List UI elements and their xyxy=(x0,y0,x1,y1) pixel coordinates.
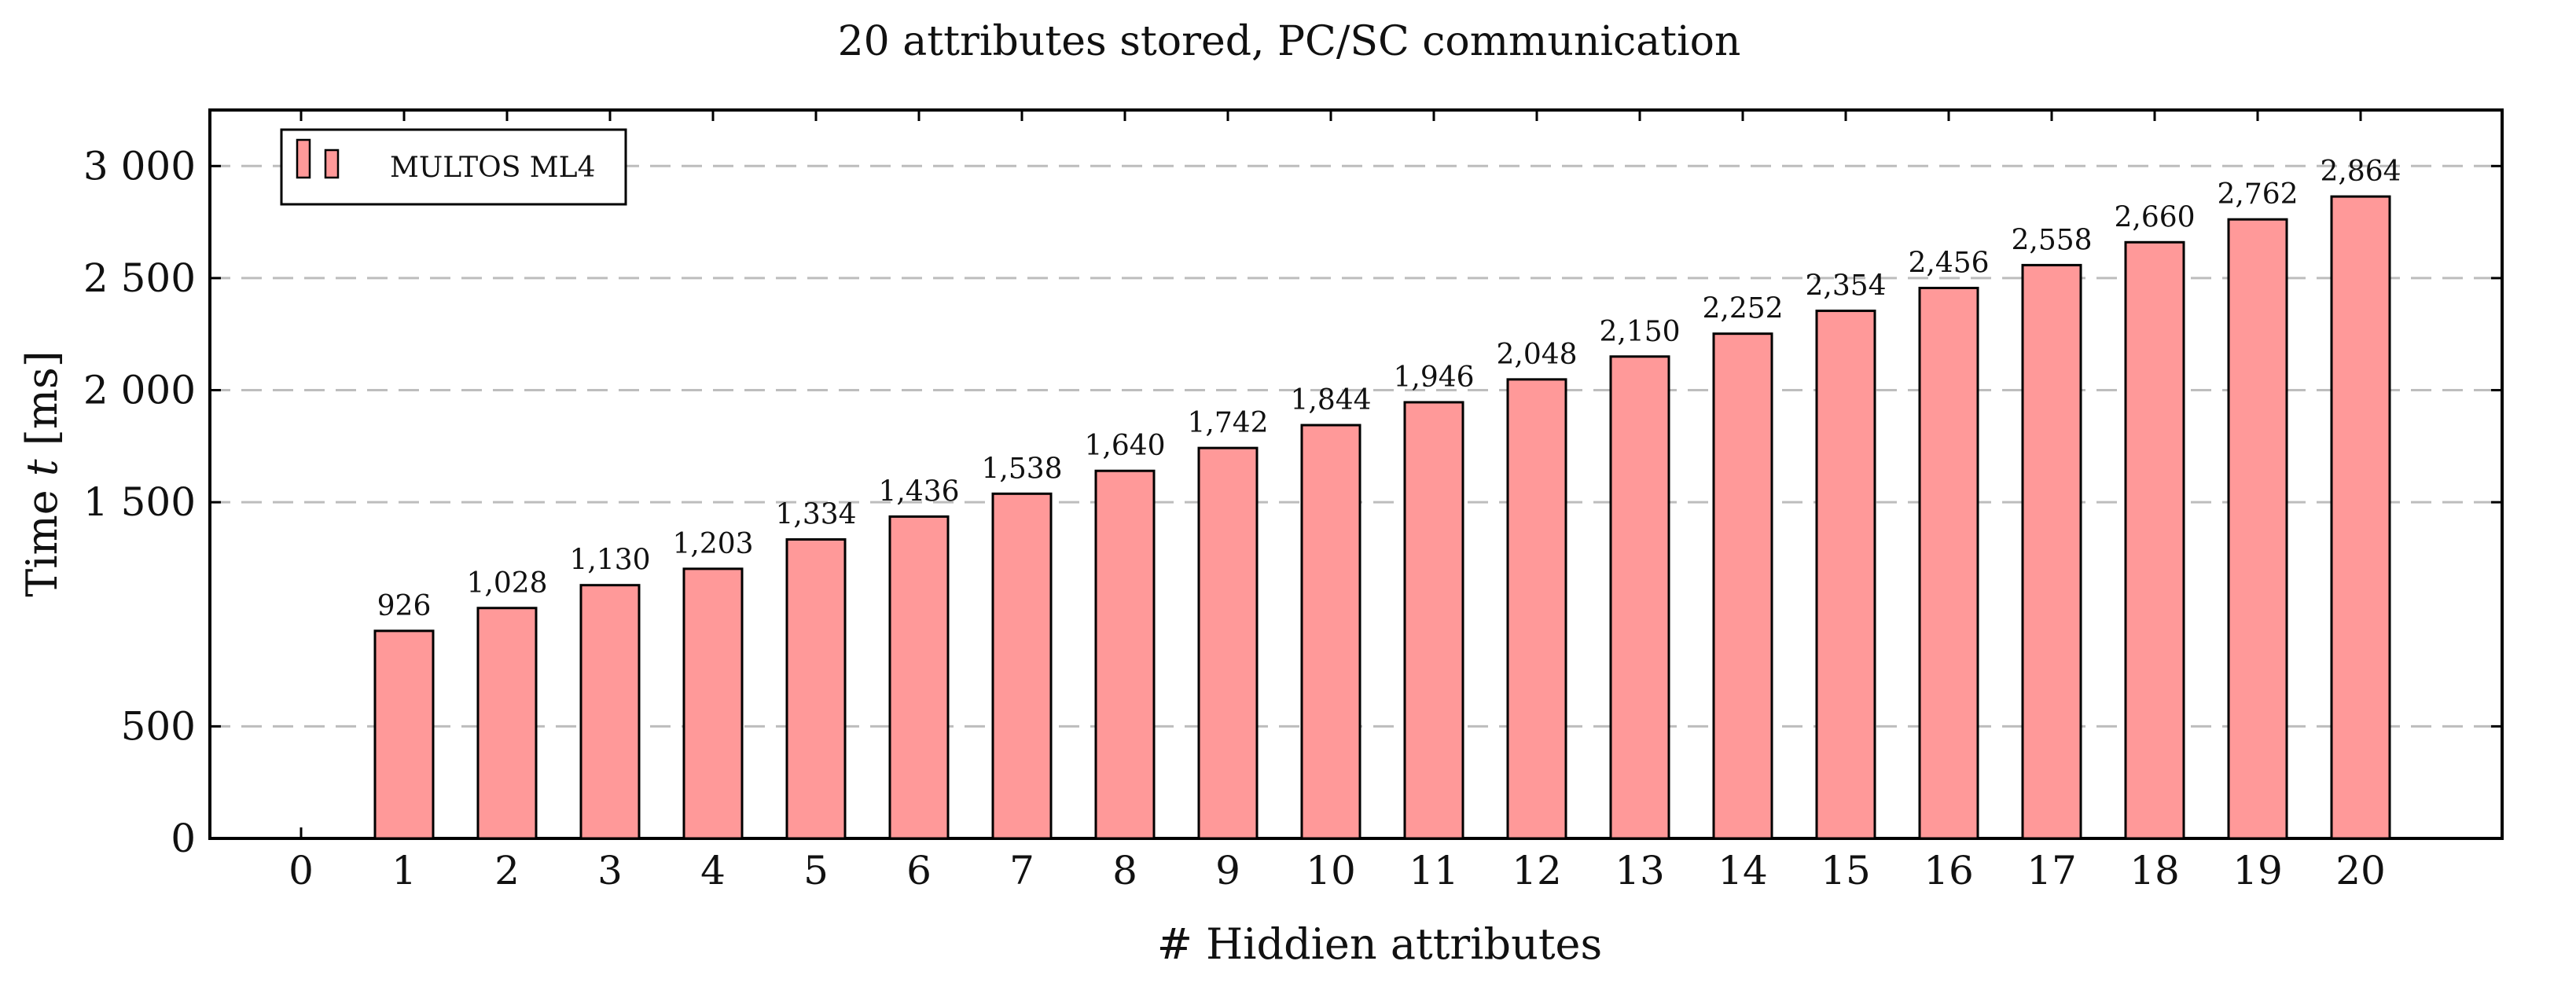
bar-value-label: 1,334 xyxy=(775,499,856,531)
x-tick-label: 12 xyxy=(1512,848,1562,893)
legend-series-name: MULTOS ML4 xyxy=(390,152,595,184)
bar-value-label: 1,640 xyxy=(1084,430,1165,462)
bar-value-label: 2,762 xyxy=(2217,178,2298,211)
bar-value-label: 2,864 xyxy=(2320,156,2401,188)
bar-value-label: 2,558 xyxy=(2011,224,2092,256)
bar-value-label: 1,538 xyxy=(981,453,1062,485)
bar-value-label: 2,048 xyxy=(1496,339,1577,371)
bar-value-label: 926 xyxy=(377,590,432,622)
bar-value-label: 1,844 xyxy=(1290,384,1371,416)
x-tick-label: 6 xyxy=(906,848,932,893)
x-tick-label: 3 xyxy=(597,848,623,893)
bar xyxy=(2021,263,2082,840)
bar-value-label: 1,742 xyxy=(1187,407,1268,439)
x-tick-label: 14 xyxy=(1718,848,1768,893)
bar-value-label: 1,436 xyxy=(878,475,959,508)
y-tick-label: 0 xyxy=(171,816,196,861)
bar xyxy=(785,538,847,840)
bar xyxy=(682,567,744,840)
x-axis-label: # Hiddien attributes xyxy=(1157,919,1602,969)
bar xyxy=(1609,355,1670,840)
bar-value-label: 1,946 xyxy=(1393,361,1474,394)
x-tick-label: 17 xyxy=(2027,848,2077,893)
bar xyxy=(1712,332,1773,840)
bar xyxy=(2330,195,2391,840)
y-axis-ticks: 0 500 1 500 2 000 2 500 3 000 xyxy=(83,143,2502,861)
y-tick-label: 1 500 xyxy=(83,479,196,525)
bar-value-label: 2,150 xyxy=(1599,316,1680,348)
bar xyxy=(991,492,1053,840)
bar xyxy=(476,607,538,840)
y-tick-label: 2 500 xyxy=(83,255,196,301)
x-tick-label: 7 xyxy=(1009,848,1034,893)
bar xyxy=(1506,378,1567,840)
x-tick-label: 13 xyxy=(1615,848,1665,893)
x-tick-label: 10 xyxy=(1306,848,1356,893)
bar-value-label: 1,130 xyxy=(569,545,650,577)
x-tick-label: 9 xyxy=(1215,848,1240,893)
bar xyxy=(373,629,435,840)
x-tick-label: 5 xyxy=(803,848,829,893)
x-tick-label: 20 xyxy=(2335,848,2386,893)
x-tick-label: 8 xyxy=(1112,848,1137,893)
x-tick-label: 15 xyxy=(1821,848,1871,893)
bar-value-label: 2,354 xyxy=(1805,270,1886,303)
bar-value-label: 2,660 xyxy=(2114,201,2195,233)
y-tick-label: 2 000 xyxy=(83,368,196,413)
bar xyxy=(1197,446,1259,840)
x-tick-label: 11 xyxy=(1409,848,1459,893)
x-tick-label: 4 xyxy=(700,848,726,893)
bar-value-label: 2,456 xyxy=(1908,247,1989,279)
legend: MULTOS ML4 xyxy=(280,128,627,206)
bar-value-label: 2,252 xyxy=(1702,293,1783,325)
y-tick-label: 500 xyxy=(121,703,196,749)
bar xyxy=(579,584,641,840)
x-tick-label: 19 xyxy=(2232,848,2283,893)
bar xyxy=(1300,424,1361,840)
x-tick-label: 18 xyxy=(2130,848,2180,893)
bar-value-label: 1,203 xyxy=(672,528,753,560)
bar xyxy=(1403,401,1464,840)
x-tick-label: 16 xyxy=(1924,848,1974,893)
x-tick-label: 0 xyxy=(288,848,314,893)
bar xyxy=(1815,310,1876,840)
bar xyxy=(1918,286,1979,840)
bar xyxy=(2124,240,2185,840)
bar xyxy=(2227,218,2288,840)
bar-value-label: 1,028 xyxy=(466,567,547,600)
legend-swatch-tall xyxy=(296,138,311,179)
x-tick-label: 2 xyxy=(494,848,520,893)
y-tick-label: 3 000 xyxy=(83,143,196,189)
x-tick-label: 1 xyxy=(391,848,417,893)
x-axis-ticks: 0 1 2 3 4 5 6 7 8 9 10 11 12 13 14 15 16 17 18 19 20 xyxy=(288,110,2386,893)
y-axis-label: Time t [ms] xyxy=(17,350,67,597)
chart-title: 20 attributes stored, PC/SC communicatio… xyxy=(838,18,1741,65)
bar-value-labels: 926 1,028 1,130 1,203 1,334 1,436 1,538 1,640 1,… xyxy=(377,156,2401,622)
bars xyxy=(373,195,2391,840)
bar xyxy=(888,515,950,840)
legend-swatch-short xyxy=(324,149,340,179)
bar xyxy=(1094,469,1156,840)
